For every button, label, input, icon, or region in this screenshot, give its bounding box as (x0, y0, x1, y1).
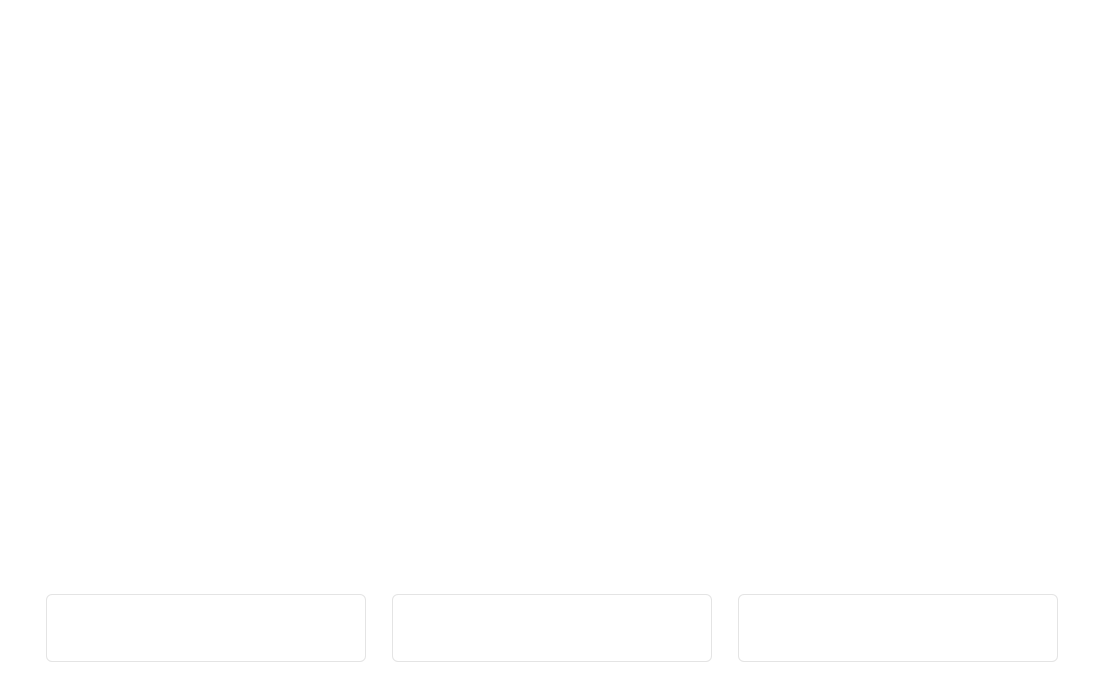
legend-row (46, 594, 1058, 662)
dot-avg (545, 618, 553, 626)
dot-min (199, 618, 207, 626)
legend-card-min (46, 594, 366, 662)
legend-card-avg (392, 594, 712, 662)
gauge-svg (62, 15, 1042, 545)
legend-card-max (738, 594, 1058, 662)
legend-avg-title (403, 613, 701, 635)
legend-min-title (57, 613, 355, 635)
cost-gauge-chart (62, 15, 1042, 545)
dot-max (891, 618, 899, 626)
legend-max-title (749, 613, 1047, 635)
